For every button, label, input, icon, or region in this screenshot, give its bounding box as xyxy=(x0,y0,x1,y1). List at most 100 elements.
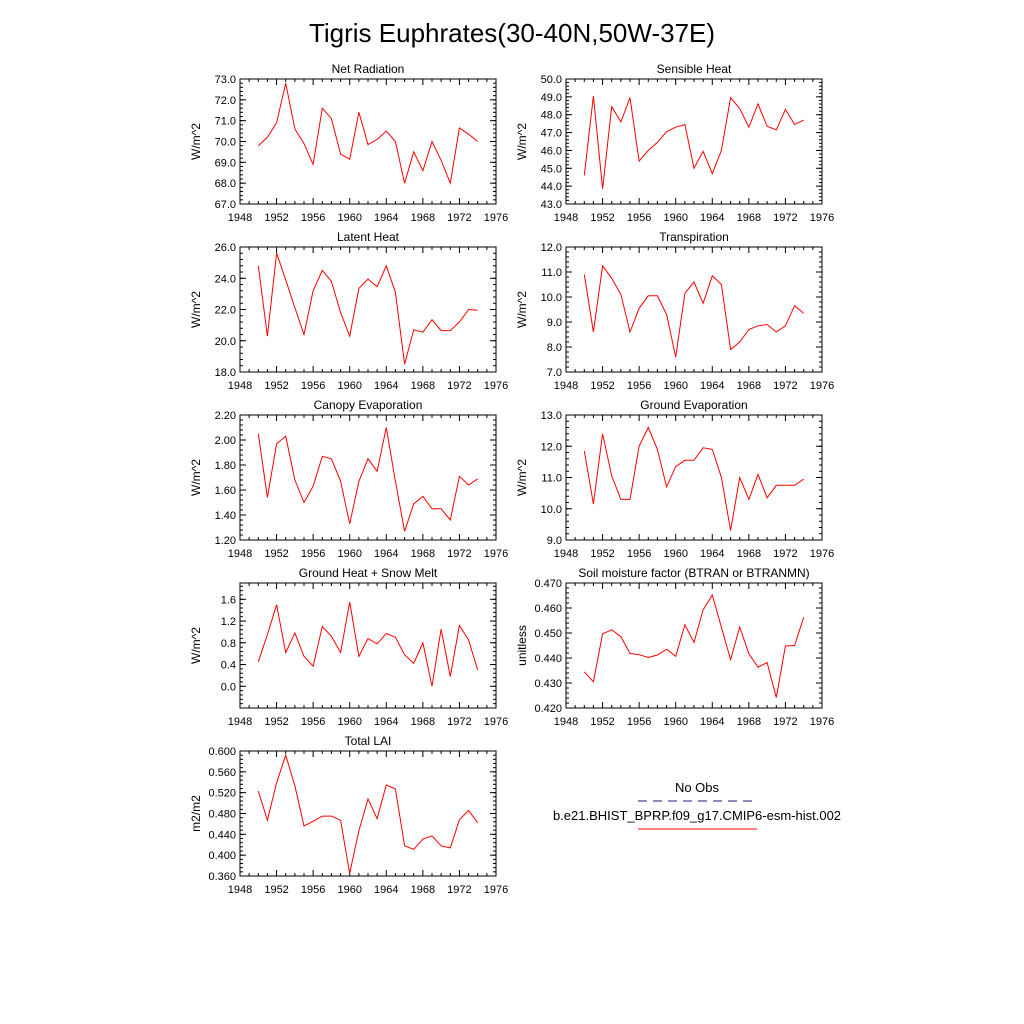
series-line xyxy=(257,753,479,874)
y-tick-label: 0.4 xyxy=(221,660,236,672)
y-axis-label: W/m^2 xyxy=(515,123,529,160)
y-tick-label: 68.0 xyxy=(215,178,236,190)
x-tick-label: 1948 xyxy=(228,548,252,560)
panel-title: Latent Heat xyxy=(337,230,400,244)
y-tick-label: 11.0 xyxy=(541,267,562,279)
y-tick-label: 0.480 xyxy=(208,809,236,821)
panel-title: Net Radiation xyxy=(332,62,405,76)
x-tick-label: 1960 xyxy=(663,380,687,392)
panel-title: Transpiration xyxy=(659,230,729,244)
y-tick-label: 2.20 xyxy=(215,410,236,422)
y-tick-label: 44.0 xyxy=(541,181,562,193)
y-axis-label: W/m^2 xyxy=(515,291,529,328)
panel-title: Ground Evaporation xyxy=(640,398,747,412)
y-tick-label: 1.60 xyxy=(215,485,236,497)
y-tick-label: 1.80 xyxy=(215,460,236,472)
y-tick-label: 0.8 xyxy=(221,638,236,650)
x-tick-label: 1960 xyxy=(663,548,687,560)
x-tick-label: 1960 xyxy=(663,212,687,224)
series-line xyxy=(583,593,805,698)
x-tick-label: 1968 xyxy=(411,884,435,896)
y-tick-label: 11.0 xyxy=(541,473,562,485)
panels-group: Net Radiation W/m^2 1948 1952 1956 1960 1964 19… xyxy=(189,62,834,896)
y-axis-label: W/m^2 xyxy=(189,291,203,328)
y-tick-label: 0.430 xyxy=(534,678,562,690)
x-tick-label: 1956 xyxy=(301,212,325,224)
x-tick-label: 1956 xyxy=(301,548,325,560)
x-tick-label: 1968 xyxy=(737,212,761,224)
panel-9: Total LAI m2/m2 1948 1952 1956 1960 1964 1968 19… xyxy=(189,734,508,896)
y-tick-label: 1.6 xyxy=(221,594,236,606)
legend-obs-label: No Obs xyxy=(675,780,720,795)
y-tick-label: 70.0 xyxy=(215,137,236,149)
x-tick-label: 1956 xyxy=(627,380,651,392)
y-tick-label: 49.0 xyxy=(541,92,562,104)
y-tick-label: 1.20 xyxy=(215,535,236,547)
panel-6: Ground Evaporation W/m^2 1948 1952 1956 1960 1… xyxy=(515,398,834,560)
panel-5: Canopy Evaporation W/m^2 1948 1952 1956 1960 1… xyxy=(189,398,508,560)
y-axis-label: W/m^2 xyxy=(189,627,203,664)
series-line xyxy=(257,427,478,532)
x-tick-label: 1952 xyxy=(590,716,614,728)
y-tick-label: 0.520 xyxy=(208,788,236,800)
x-tick-label: 1972 xyxy=(773,548,797,560)
x-tick-label: 1956 xyxy=(627,548,651,560)
y-tick-label: 50.0 xyxy=(541,74,562,86)
y-tick-label: 67.0 xyxy=(215,199,236,211)
y-tick-label: 22.0 xyxy=(215,305,236,317)
x-tick-label: 1972 xyxy=(447,884,471,896)
x-tick-label: 1964 xyxy=(700,380,724,392)
y-tick-label: 12.0 xyxy=(541,242,562,254)
y-tick-label: 0.440 xyxy=(534,653,562,665)
x-tick-label: 1968 xyxy=(411,548,435,560)
y-tick-label: 71.0 xyxy=(215,116,236,128)
x-tick-label: 1956 xyxy=(627,212,651,224)
x-tick-label: 1968 xyxy=(737,716,761,728)
x-tick-label: 1956 xyxy=(301,884,325,896)
x-tick-label: 1972 xyxy=(447,380,471,392)
x-tick-label: 1976 xyxy=(484,212,508,224)
y-axis-label: unitless xyxy=(515,625,529,666)
y-tick-label: 9.0 xyxy=(547,535,562,547)
y-tick-label: 0.470 xyxy=(534,578,562,590)
x-tick-label: 1952 xyxy=(264,548,288,560)
x-tick-label: 1960 xyxy=(663,716,687,728)
x-tick-label: 1964 xyxy=(700,548,724,560)
y-axis-label: W/m^2 xyxy=(515,459,529,496)
y-tick-label: 0.360 xyxy=(208,871,236,883)
series-line xyxy=(257,253,478,365)
y-tick-label: 47.0 xyxy=(541,128,562,140)
x-tick-label: 1964 xyxy=(700,212,724,224)
x-tick-label: 1972 xyxy=(447,716,471,728)
x-tick-label: 1948 xyxy=(228,716,252,728)
x-tick-label: 1976 xyxy=(810,380,834,392)
panel-title: Ground Heat + Snow Melt xyxy=(299,566,438,580)
x-tick-label: 1952 xyxy=(590,380,614,392)
panel-1: Net Radiation W/m^2 1948 1952 1956 1960 1964 19… xyxy=(189,62,508,224)
x-tick-label: 1964 xyxy=(374,548,398,560)
y-tick-label: 0.450 xyxy=(534,628,562,640)
y-tick-label: 20.0 xyxy=(215,336,236,348)
x-tick-label: 1964 xyxy=(374,716,398,728)
x-tick-label: 1952 xyxy=(264,212,288,224)
x-tick-label: 1948 xyxy=(554,716,578,728)
x-tick-label: 1972 xyxy=(773,212,797,224)
x-tick-label: 1952 xyxy=(264,884,288,896)
y-tick-label: 1.40 xyxy=(215,510,236,522)
panel-4: Transpiration W/m^2 1948 1952 1956 1960 1964 19… xyxy=(515,230,834,392)
y-axis-label: m2/m2 xyxy=(189,795,203,832)
y-axis-label: W/m^2 xyxy=(189,459,203,496)
y-tick-label: 24.0 xyxy=(215,273,236,285)
y-tick-label: 7.0 xyxy=(547,367,562,379)
y-tick-label: 43.0 xyxy=(541,199,562,211)
x-tick-label: 1956 xyxy=(627,716,651,728)
y-tick-label: 48.0 xyxy=(541,110,562,122)
x-tick-label: 1968 xyxy=(737,380,761,392)
panel-title: Soil moisture factor (BTRAN or BTRANMN) xyxy=(578,566,809,580)
x-tick-label: 1964 xyxy=(374,212,398,224)
series-line xyxy=(583,95,804,189)
series-line xyxy=(257,601,479,687)
panel-title: Sensible Heat xyxy=(657,62,732,76)
x-tick-label: 1948 xyxy=(228,884,252,896)
